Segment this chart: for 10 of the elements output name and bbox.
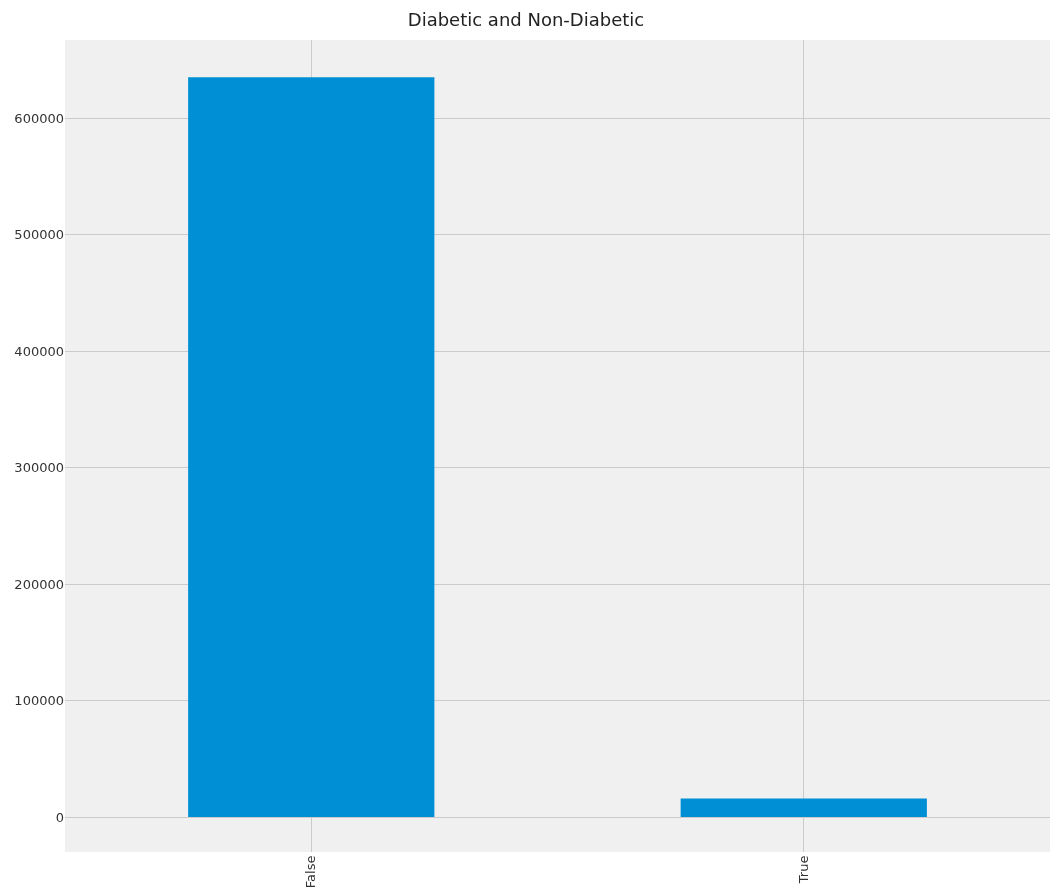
y-tick-label: 0 <box>55 809 64 825</box>
chart-title: Diabetic and Non-Diabetic <box>407 8 645 30</box>
y-tick-label: 300000 <box>14 460 64 476</box>
y-tick-label: 200000 <box>14 576 64 592</box>
y-tick-label: 500000 <box>14 227 64 243</box>
y-tick-label: 600000 <box>14 110 64 126</box>
x-tick-label: False <box>303 855 319 888</box>
x-tick-label: True <box>795 855 811 885</box>
y-tick-label: 400000 <box>14 343 64 359</box>
y-tick-label: 100000 <box>14 693 64 709</box>
